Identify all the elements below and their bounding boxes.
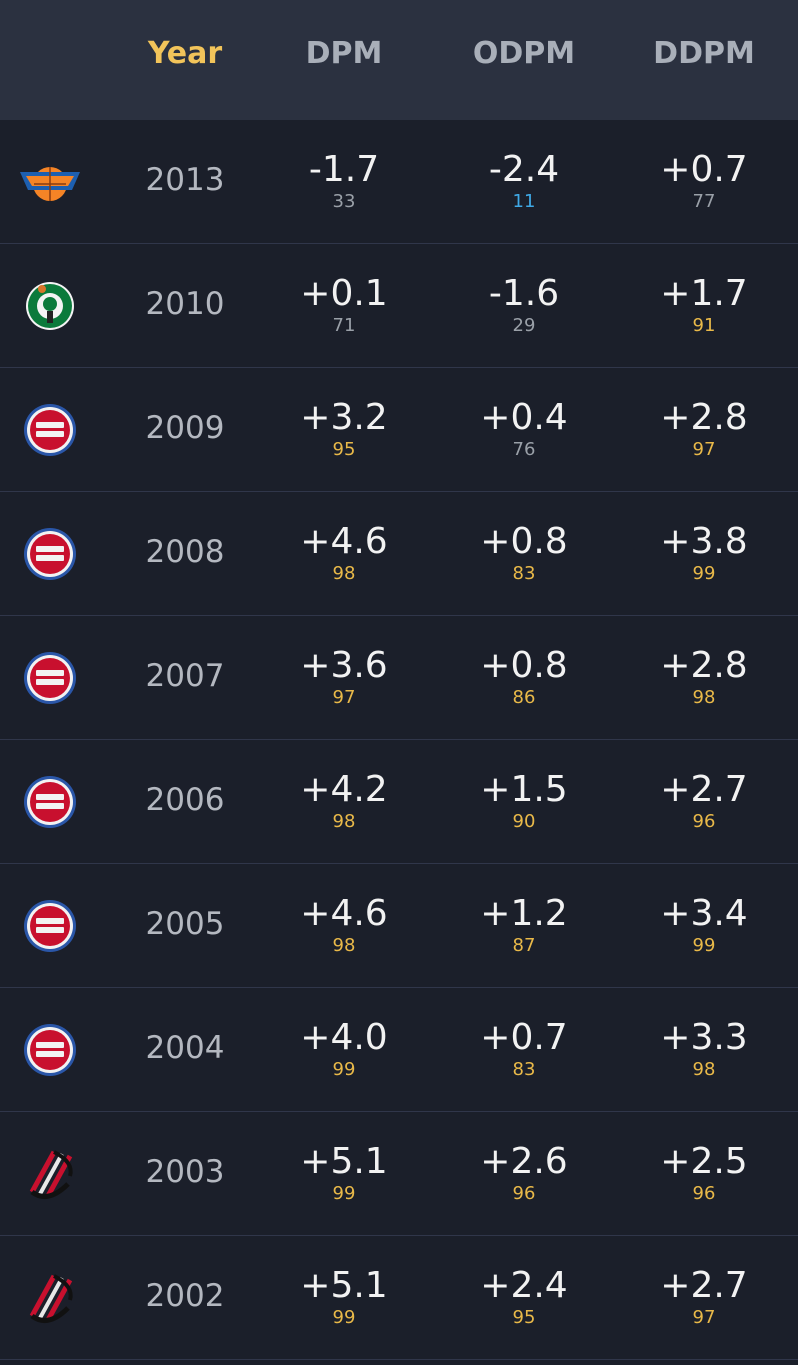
ddpm-rank: 96 [692, 811, 716, 832]
year: 2007 [145, 658, 225, 694]
ddpm-rank: 97 [692, 439, 716, 460]
table-row: 2002 +5.1 99 +2.4 95 +2.7 97 [0, 1236, 798, 1360]
ddpm-rank: 96 [692, 1183, 716, 1204]
dpm-rank: 98 [332, 563, 356, 584]
odpm-rank: 11 [512, 191, 536, 212]
ddpm-value: +1.7 [660, 273, 748, 314]
ddpm-rank: 99 [692, 563, 716, 584]
table-row: 2005 +4.6 98 +1.2 87 +3.4 99 [0, 864, 798, 988]
team-logo [26, 282, 74, 330]
table-row: 2007 +3.6 97 +0.8 86 +2.8 98 [0, 616, 798, 740]
ddpm-value: +0.7 [660, 149, 748, 190]
dpm-value: +4.2 [300, 769, 388, 810]
column-header: ODPM [472, 36, 576, 71]
dpm-value: +4.6 [300, 893, 388, 934]
year: 2006 [145, 782, 225, 818]
table-header: Year DPM ODPM DDPM [0, 0, 798, 120]
ddpm-rank: 97 [692, 1307, 716, 1328]
table-row: 2013 -1.7 33 -2.4 11 +0.7 77 [0, 120, 798, 244]
odpm-value: +0.7 [480, 1017, 568, 1058]
ddpm-value: +2.7 [660, 769, 748, 810]
dpm-value: +5.1 [300, 1265, 388, 1306]
ddpm-value: +3.4 [660, 893, 748, 934]
year: 2002 [145, 1278, 225, 1314]
team-logo [24, 1024, 76, 1076]
column-header: DDPM [653, 36, 755, 71]
team-logo [24, 900, 76, 952]
table-row: 2009 +3.2 95 +0.4 76 +2.8 97 [0, 368, 798, 492]
ddpm-value: +2.5 [660, 1141, 748, 1182]
team-logo [24, 404, 76, 456]
year: 2008 [145, 534, 225, 570]
team-logo [18, 1266, 82, 1330]
odpm-rank: 90 [512, 811, 536, 832]
team-logo [19, 166, 81, 202]
column-header: DPM [305, 36, 383, 71]
odpm-value: +2.6 [480, 1141, 568, 1182]
ddpm-rank: 99 [692, 935, 716, 956]
team-logo [24, 776, 76, 828]
ddpm-rank: 98 [692, 1059, 716, 1080]
dpm-rank: 95 [332, 439, 356, 460]
odpm-rank: 83 [512, 1059, 536, 1080]
odpm-rank: 29 [512, 315, 536, 336]
dpm-value: +4.6 [300, 521, 388, 562]
year: 2013 [145, 162, 225, 198]
odpm-rank: 87 [512, 935, 536, 956]
odpm-value: +0.8 [480, 645, 568, 686]
odpm-rank: 95 [512, 1307, 536, 1328]
odpm-rank: 83 [512, 563, 536, 584]
dpm-value: +0.1 [300, 273, 388, 314]
odpm-value: +1.2 [480, 893, 568, 934]
ddpm-rank: 77 [692, 191, 716, 212]
odpm-value: -1.6 [488, 273, 560, 314]
table-row: 2008 +4.6 98 +0.8 83 +3.8 99 [0, 492, 798, 616]
dpm-value: +5.1 [300, 1141, 388, 1182]
ddpm-value: +2.7 [660, 1265, 748, 1306]
ddpm-value: +3.8 [660, 521, 748, 562]
ddpm-value: +2.8 [660, 645, 748, 686]
dpm-value: +3.2 [300, 397, 388, 438]
team-logo [24, 652, 76, 704]
team-logo [24, 528, 76, 580]
odpm-value: +0.4 [480, 397, 568, 438]
table-row: 2003 +5.1 99 +2.6 96 +2.5 96 [0, 1112, 798, 1236]
dpm-value: -1.7 [308, 149, 380, 190]
ddpm-rank: 91 [692, 315, 716, 336]
odpm-value: +2.4 [480, 1265, 568, 1306]
odpm-value: +1.5 [480, 769, 568, 810]
odpm-value: +0.8 [480, 521, 568, 562]
dpm-rank: 99 [332, 1183, 356, 1204]
table-row: 2006 +4.2 98 +1.5 90 +2.7 96 [0, 740, 798, 864]
team-logo [18, 1142, 82, 1206]
table-row: 2004 +4.0 99 +0.7 83 +3.3 98 [0, 988, 798, 1112]
ddpm-value: +2.8 [660, 397, 748, 438]
dpm-rank: 33 [332, 191, 356, 212]
odpm-rank: 96 [512, 1183, 536, 1204]
dpm-rank: 98 [332, 811, 356, 832]
dpm-value: +4.0 [300, 1017, 388, 1058]
odpm-rank: 86 [512, 687, 536, 708]
year: 2004 [145, 1030, 225, 1066]
dpm-rank: 97 [332, 687, 356, 708]
year: 2003 [145, 1154, 225, 1190]
dpm-rank: 71 [332, 315, 356, 336]
year: 2005 [145, 906, 225, 942]
ddpm-rank: 98 [692, 687, 716, 708]
odpm-value: -2.4 [488, 149, 560, 190]
ddpm-value: +3.3 [660, 1017, 748, 1058]
column-header: Year [147, 36, 223, 71]
dpm-value: +3.6 [300, 645, 388, 686]
year: 2010 [145, 286, 225, 322]
dpm-rank: 99 [332, 1307, 356, 1328]
table-row: 2010 +0.1 71 -1.6 29 +1.7 91 [0, 244, 798, 368]
year: 2009 [145, 410, 225, 446]
dpm-rank: 98 [332, 935, 356, 956]
dpm-rank: 99 [332, 1059, 356, 1080]
odpm-rank: 76 [512, 439, 536, 460]
